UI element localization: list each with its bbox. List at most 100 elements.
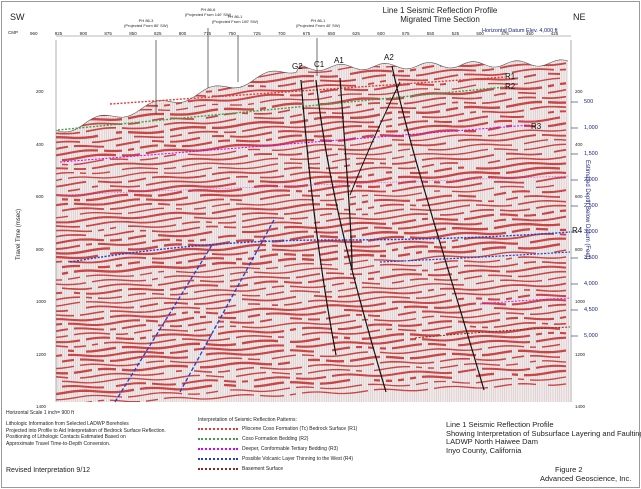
tick-label: 3,000 [584, 229, 598, 235]
tick-label: 200 [575, 89, 583, 94]
figure-title-line: Inyo County, California [446, 445, 522, 455]
tick-label: 1,500 [584, 151, 598, 157]
legend-item-basement: Basement Surface [198, 466, 283, 472]
tick-label: 850 [129, 31, 137, 36]
legend-swatch [198, 448, 238, 450]
borehole-name: PH 86-6 [200, 7, 216, 12]
direction-ne: NE [573, 12, 586, 22]
reflection-band [56, 110, 567, 150]
borehole-note: (Projected From 40' SW) [296, 23, 340, 28]
tick-label: 5,000 [584, 333, 598, 339]
horizon-label-r4: R4 [572, 226, 583, 235]
note-line: Positioning of Lithologic Contacts Estim… [6, 434, 126, 440]
horizontal-scale: Horizontal Scale 1 inch= 900 ft [6, 410, 74, 416]
volcanic-dike [179, 217, 276, 393]
legend-item-r4: Possible Volcanic Layer Thinning to the … [198, 456, 353, 462]
reflection-band [56, 171, 567, 207]
tick-label: 650 [327, 31, 336, 36]
legend-title: Interpretation of Seismic Reflection Pat… [198, 417, 297, 423]
reflection-band [56, 315, 567, 344]
legend-label: Coso Formation Bedding (R2) [242, 436, 309, 442]
tick-label: 1400 [575, 404, 586, 409]
fault-label-c1: C1 [314, 60, 325, 69]
reflection-band [56, 148, 567, 188]
tick-label: 725 [253, 31, 261, 36]
tick-label: 1200 [575, 351, 586, 357]
reflection-band [56, 293, 567, 322]
revised-note: Revised Interpretation 9/12 [6, 467, 91, 474]
reflection-band [56, 138, 567, 175]
reflection-band [56, 143, 567, 182]
tick-label: 425 [550, 31, 559, 36]
legend-swatch [198, 428, 238, 430]
tick-label: 600 [575, 194, 583, 199]
tick-label: 475 [501, 31, 509, 36]
tick-label: 4,500 [584, 307, 598, 313]
section-top-edge [55, 59, 569, 133]
deeper-bedding [59, 175, 571, 196]
horizon-label-r2: R2 [505, 82, 516, 91]
fault-c1 [315, 79, 387, 393]
travel-time-axis-label: Travel Time (msec) [16, 208, 22, 260]
borehole-label: PH 86-3 (Projected From 80' SW) [116, 18, 176, 28]
reflection-band [56, 232, 567, 264]
horizon-r1 [109, 76, 506, 105]
legend-label: Deeper, Conformable Tertiary Bedding (R3… [242, 446, 339, 452]
reflection-band [61, 383, 567, 403]
reflection-band [56, 289, 567, 317]
borehole-name: PH 86-3 [138, 18, 154, 23]
tick-label: 625 [352, 31, 360, 36]
cmp-label: CMP [8, 30, 18, 35]
note-line: Projected into Profile to Aid Interpreta… [6, 427, 166, 434]
reflection-band [56, 265, 567, 295]
depth-axis-label: Estimated Depth Below Datum (Feet) [584, 160, 590, 260]
tick-label: 3,500 [584, 255, 598, 261]
title-line-1: Line 1 Seismic Reflection Profile [382, 6, 498, 15]
horizon-label-r3: R3 [531, 122, 542, 131]
reflection-band [56, 270, 566, 301]
reflection-band [56, 200, 567, 233]
reflection-band [56, 276, 567, 307]
reflection-band [56, 227, 567, 260]
note-line: Lithologic Information from Selected LAD… [6, 421, 129, 427]
tick-label: 1200 [36, 351, 47, 357]
reflection-band [56, 189, 567, 224]
datum-label: Horizontal Datum Elev. 4,000 ft [482, 28, 558, 34]
section-title: Line 1 Seismic Reflection Profile Migrat… [340, 6, 540, 24]
borehole-note: (Projected From 80' SW) [124, 23, 168, 28]
tick-label: 500 [584, 99, 594, 105]
horizon-r3 [59, 124, 531, 163]
tick-label: 775 [203, 31, 212, 36]
tick-label: 400 [575, 141, 583, 147]
figure-title-block: Line 1 Seismic Reflection Profile Showin… [446, 420, 641, 455]
tick-label: 800 [36, 246, 44, 252]
legend-item-r2: Coso Formation Bedding (R2) [198, 436, 308, 442]
tick-label: 750 [228, 31, 236, 36]
fault-splay [349, 81, 401, 196]
figure-title-line: Showing Interpretation of Subsurface Lay… [446, 428, 641, 438]
fault-a2 [391, 65, 485, 391]
legend-swatch [198, 438, 238, 440]
legend-swatch [198, 458, 238, 460]
tick-label: 925 [54, 31, 63, 36]
figure-title-line: Line 1 Seismic Reflection Profile [446, 420, 554, 429]
borehole-note: (Projected From 100' SW) [211, 19, 259, 24]
fault-label-a2: A2 [384, 53, 394, 62]
deeper-bedding [479, 297, 571, 305]
reflection-band [56, 204, 567, 238]
horizon-label-r1: R1 [505, 72, 516, 81]
horizon-r4-segment [379, 251, 571, 263]
horizon-r4 [69, 231, 571, 263]
tick-label: 2,500 [584, 203, 598, 209]
reflection-band [56, 303, 567, 333]
legend-label: Pliocene Coso Formation (Tc) Bedrock Sur… [242, 426, 358, 432]
tick-label: 500 [476, 31, 484, 36]
volcanic-dike [114, 244, 213, 403]
reflection-band [61, 129, 567, 166]
company-name: Advanced Geoscience, Inc. [540, 474, 632, 483]
tick-label: 1,000 [584, 125, 598, 131]
tick-label: 1000 [36, 299, 47, 304]
reflection-band [56, 309, 567, 339]
